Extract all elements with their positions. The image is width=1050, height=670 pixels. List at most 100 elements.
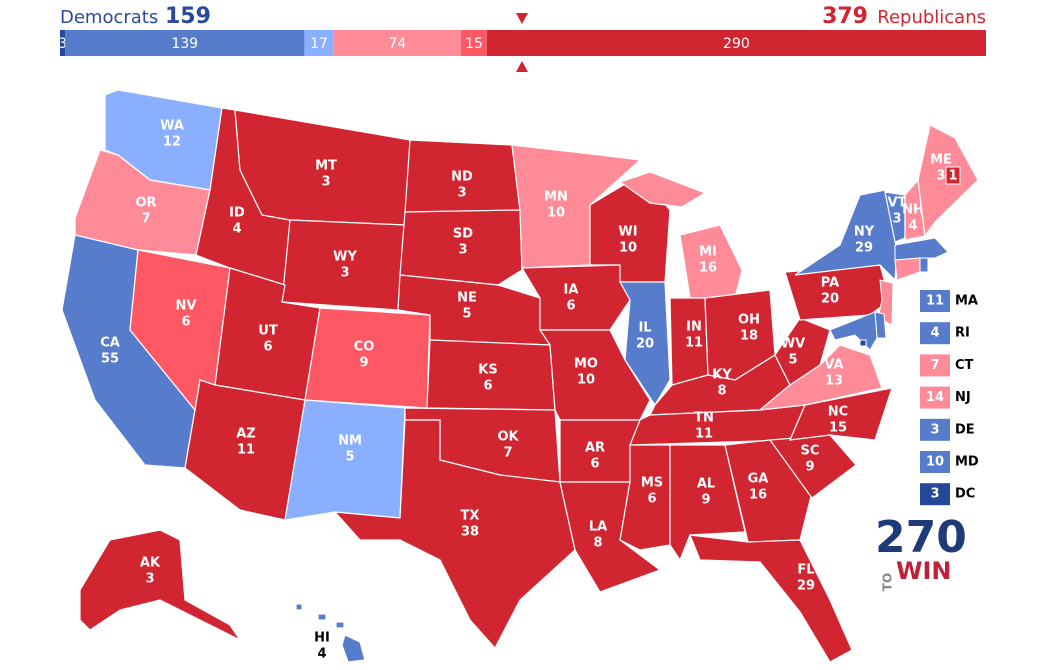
state-label: TX (461, 509, 480, 524)
state-label: IN (686, 320, 702, 335)
state-votes: 12 (163, 135, 181, 150)
state (794, 189, 898, 282)
sidebar-box (920, 386, 950, 409)
state-label: OR (135, 196, 156, 211)
logo-word: WIN (896, 557, 952, 585)
state-votes: 9 (805, 460, 814, 475)
sidebar-box (920, 354, 950, 377)
sidebar-votes: 7 (930, 358, 939, 373)
state-label: ND (451, 170, 473, 185)
state (317, 613, 327, 621)
state (341, 634, 366, 663)
sidebar-label: RI (955, 326, 970, 341)
state-votes: 3 (340, 266, 349, 281)
state-label: AR (585, 441, 605, 456)
state-votes: 4 (908, 219, 917, 234)
state (335, 621, 345, 629)
bar-segment-label: 74 (388, 36, 406, 52)
state (919, 257, 929, 273)
logo-small: TO (881, 573, 895, 591)
state-votes: 9 (359, 356, 368, 371)
state-votes: 4 (317, 647, 326, 662)
midpoint-arrow (516, 13, 528, 24)
state-votes: 29 (855, 241, 873, 256)
sidebar-votes: 11 (926, 294, 944, 309)
sidebar-label: NJ (955, 390, 971, 405)
state-label: OK (497, 430, 519, 445)
state-label: FL (797, 563, 814, 578)
state (295, 603, 303, 611)
state-votes: 3 (145, 572, 154, 587)
state-votes: 3 (321, 175, 330, 190)
state-label: SC (801, 444, 820, 459)
state-label: ME (930, 153, 952, 168)
state-label: WA (160, 119, 184, 134)
midpoint-arrow (516, 61, 528, 72)
bar-segment-label: 15 (465, 36, 483, 52)
sidebar-label: DE (955, 422, 975, 437)
state-votes: 10 (619, 241, 637, 256)
logo-number: 270 (875, 512, 967, 563)
state-label: VA (824, 358, 843, 373)
state-label: WV (781, 337, 805, 352)
state-label: IA (564, 283, 579, 298)
state-label: MN (544, 190, 568, 205)
state-label: KY (712, 368, 732, 383)
state (399, 209, 523, 286)
state-votes: 7 (141, 212, 150, 227)
bar-segment (333, 30, 462, 56)
state-votes: 6 (647, 492, 656, 507)
state-votes: 11 (695, 427, 713, 442)
sidebar-box (920, 451, 950, 473)
state-label: GA (748, 472, 769, 487)
state-label: PA (821, 276, 839, 291)
state-votes: 29 (797, 579, 815, 594)
state-label: MT (315, 159, 337, 174)
state-votes: 9 (701, 493, 710, 508)
state-label: UT (258, 324, 278, 339)
state-votes: 6 (566, 299, 575, 314)
bar-segment-label: 290 (723, 36, 750, 52)
state-label: AZ (236, 427, 256, 442)
state-votes: 7 (503, 446, 512, 461)
state-votes: 6 (263, 340, 272, 355)
state-votes: 13 (825, 374, 843, 389)
sidebar-box (920, 290, 950, 312)
bar-segment-label: 3 (58, 36, 67, 52)
state-votes: 11 (237, 443, 255, 458)
state-label: KS (478, 363, 497, 378)
sidebar-votes: 3 (930, 422, 939, 437)
state-label: CO (354, 340, 375, 355)
bar-segment (461, 30, 487, 56)
state-votes: 18 (740, 329, 758, 344)
state-votes: 11 (685, 336, 703, 351)
state-label: VT (888, 196, 907, 211)
state-label: CA (100, 336, 120, 351)
sidebar-box (920, 418, 950, 441)
state-votes: 3 (458, 243, 467, 258)
state (894, 257, 921, 281)
bar-segment (65, 30, 305, 56)
state-votes: 20 (636, 337, 654, 352)
right-party: Republicans (877, 7, 986, 28)
bar-segment-label: 139 (171, 36, 198, 52)
state-label: NH (902, 203, 924, 218)
right-total: 379 (822, 4, 868, 29)
state (894, 237, 949, 261)
state-label: ID (229, 206, 245, 221)
state (789, 387, 893, 441)
sidebar-label: MA (955, 294, 978, 309)
sidebar-label: DC (955, 487, 975, 502)
state-votes: 20 (821, 292, 839, 307)
state (774, 317, 831, 386)
state-votes: 6 (590, 457, 599, 472)
state-label: MO (574, 357, 598, 372)
state-label: NV (176, 299, 197, 314)
state-label: TN (694, 411, 714, 426)
logo: 270 TO WIN (875, 512, 967, 591)
state-label: WI (618, 225, 637, 240)
state-label: NY (854, 225, 875, 240)
sidebar-votes: 10 (926, 455, 944, 470)
